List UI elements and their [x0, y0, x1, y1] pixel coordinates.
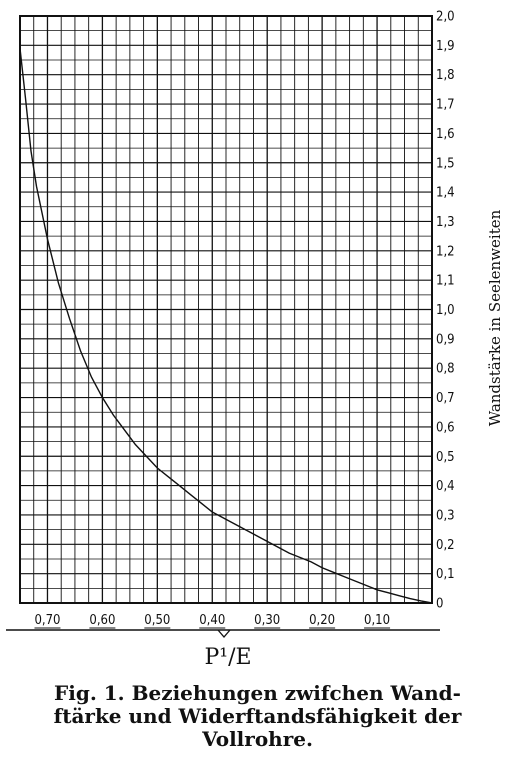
y-tick-label: 1,6 [436, 127, 455, 142]
y-tick-label: 0,7 [436, 391, 455, 406]
y-tick-label: 0,2 [436, 538, 455, 553]
y-tick-label: 0,1 [436, 567, 455, 582]
caption-line-1: Fig. 1. Beziehungen zwifchen Wand- [54, 681, 461, 705]
caption-line-2: ftärke und Widerftandsfähigkeit der [53, 704, 462, 728]
x-tick-label: 0,70 [34, 613, 60, 628]
y-tick-label: 0,6 [436, 420, 455, 435]
y-tick-label: 0,5 [436, 450, 455, 465]
y-tick-label: 0 [436, 597, 443, 612]
x-tick-label: 0,40 [199, 613, 225, 628]
x-tick-label: 0,30 [254, 613, 280, 628]
y-tick-label: 1,7 [436, 98, 455, 113]
figure-caption: Fig. 1. Beziehungen zwifchen Wand- ftärk… [0, 682, 515, 751]
y-tick-label: 2,0 [436, 10, 455, 25]
y-axis-ticks: 0 0,1 0,2 0,3 0,4 0,5 0,6 0,7 0,8 0,9 1,0 1,1 1,2 1,3… [436, 10, 455, 612]
x-axis-bracket-tip [217, 629, 231, 638]
y-axis-label: Wandstärke in Seelenweiten [486, 209, 504, 426]
grid [19, 15, 433, 604]
y-tick-label: 1,4 [436, 186, 455, 201]
curve-layer [19, 48, 433, 604]
caption-line-3: Vollrohre. [202, 727, 313, 751]
x-tick-label: 0,60 [89, 613, 115, 628]
y-tick-label: 1,1 [436, 274, 455, 289]
y-tick-label: 1,8 [436, 68, 455, 83]
x-tick-label: 0,20 [309, 613, 335, 628]
y-tick-label: 0,3 [436, 508, 455, 523]
y-tick-label: 1,2 [436, 244, 455, 259]
x-tick-label: 0,50 [144, 613, 170, 628]
chart: 0 0,1 0,2 0,3 0,4 0,5 0,6 0,7 0,8 0,9 1,0 1,1 1,2 1,3… [6, 10, 504, 670]
y-tick-label: 1,9 [436, 39, 455, 54]
y-tick-label: 1,3 [436, 215, 455, 230]
y-tick-label: 0,9 [436, 332, 455, 347]
curve-wall-thickness [19, 48, 433, 604]
y-tick-label: 0,4 [436, 479, 455, 494]
plot-frame [19, 15, 433, 604]
x-tick-label: 0,10 [364, 613, 390, 628]
x-axis-label: P¹/E [204, 645, 251, 670]
x-axis-ticks: 0,70 0,60 0,50 0,40 0,30 0,20 0,10 [34, 613, 390, 629]
y-tick-label: 1,5 [436, 156, 455, 171]
y-tick-label: 0,8 [436, 362, 455, 377]
y-tick-label: 1,0 [436, 303, 455, 318]
